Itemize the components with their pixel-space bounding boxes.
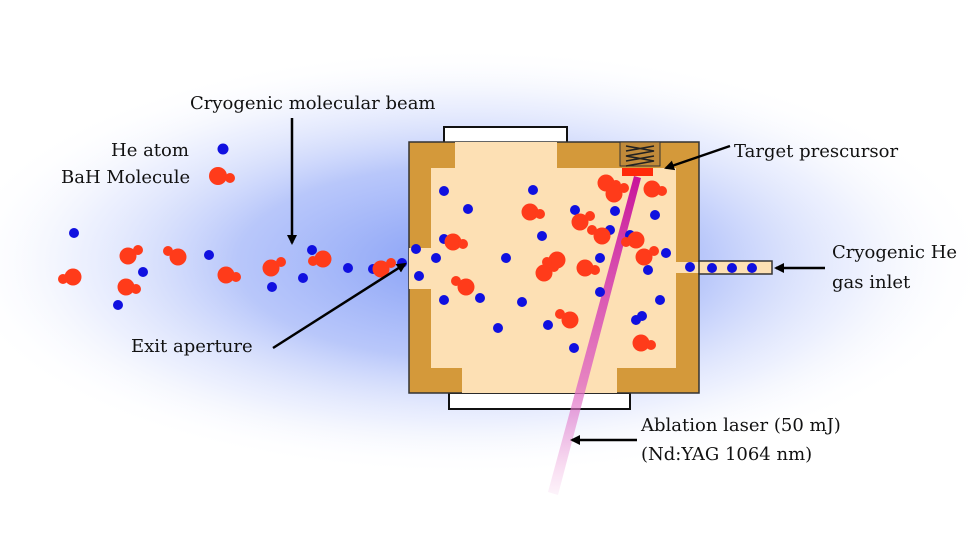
he-atom: [517, 297, 527, 307]
he-atom: [138, 267, 148, 277]
he-atom: [643, 265, 653, 275]
exit-aperture-arrow: [272, 262, 407, 350]
bah-molecule: [643, 180, 667, 198]
target-label: Target prescursor: [734, 141, 898, 162]
he-atom: [431, 253, 441, 263]
he-atom: [537, 231, 547, 241]
particles: [58, 174, 757, 353]
target-plate: [622, 168, 653, 176]
bah-molecule: [555, 309, 579, 329]
he-atom: [267, 282, 277, 292]
laser-label-line2: (Nd:YAG 1064 nm): [641, 444, 812, 465]
he-atom: [307, 245, 317, 255]
he-atom: [411, 244, 421, 254]
bah-molecule: [444, 233, 468, 251]
laser-label-line1: Ablation laser (50 mJ): [640, 415, 841, 436]
he-atom: [661, 248, 671, 258]
target-arrow: [664, 144, 731, 171]
bottom-flange: [448, 392, 631, 410]
bah-molecule: [451, 276, 475, 296]
he-atom: [439, 186, 449, 196]
bah-molecule: [521, 203, 545, 221]
he-atom: [298, 273, 308, 283]
he-atom: [747, 263, 757, 273]
bah-molecule: [605, 183, 629, 203]
bah-molecule: [372, 258, 396, 278]
he-atom: [463, 204, 473, 214]
top-flange: [443, 126, 568, 144]
bah-molecule: [58, 268, 82, 286]
bah-molecule: [571, 211, 595, 231]
he-atom: [727, 263, 737, 273]
he-atom-label: He atom: [111, 140, 189, 161]
he-atom: [595, 287, 605, 297]
bah-molecule-label: BaH Molecule: [61, 167, 190, 188]
he-atom: [439, 295, 449, 305]
bah-molecule-legend-icon: [209, 167, 235, 185]
bah-molecule: [308, 250, 332, 268]
he-atom: [655, 295, 665, 305]
he-atom: [569, 343, 579, 353]
bah-molecule: [119, 245, 143, 265]
he-atom: [69, 228, 79, 238]
bah-molecule: [163, 246, 187, 266]
he-atom: [543, 320, 553, 330]
he-atom: [414, 271, 424, 281]
he-atom: [707, 263, 717, 273]
ablation-laser-beam: [548, 176, 641, 495]
he-atom: [204, 250, 214, 260]
gas-inlet-label-line1: Cryogenic He: [832, 242, 957, 263]
he-atom: [493, 323, 503, 333]
bah-molecule: [587, 225, 611, 245]
he-atom: [637, 311, 647, 321]
he-atom: [610, 206, 620, 216]
he-atom: [528, 185, 538, 195]
he-atom: [475, 293, 485, 303]
bah-molecule: [542, 251, 566, 269]
he-atom: [343, 263, 353, 273]
he-atom: [595, 253, 605, 263]
exit-aperture-label: Exit aperture: [131, 336, 253, 357]
target-holder: [619, 141, 661, 176]
bah-molecule: [217, 266, 241, 284]
bah-molecule: [632, 334, 656, 352]
bah-molecule: [621, 231, 645, 249]
he-atom: [650, 210, 660, 220]
he-atom: [501, 253, 511, 263]
bah-molecule: [117, 278, 141, 296]
beam-label: Cryogenic molecular beam: [190, 93, 436, 114]
bah-molecule: [262, 257, 286, 277]
he-atom: [113, 300, 123, 310]
bah-molecule: [635, 246, 659, 266]
bah-molecule: [576, 259, 600, 277]
he-atom: [570, 205, 580, 215]
gas-inlet-label-line2: gas inlet: [832, 272, 911, 293]
he-atom: [685, 262, 695, 272]
he-atom-legend-icon: [217, 143, 229, 155]
